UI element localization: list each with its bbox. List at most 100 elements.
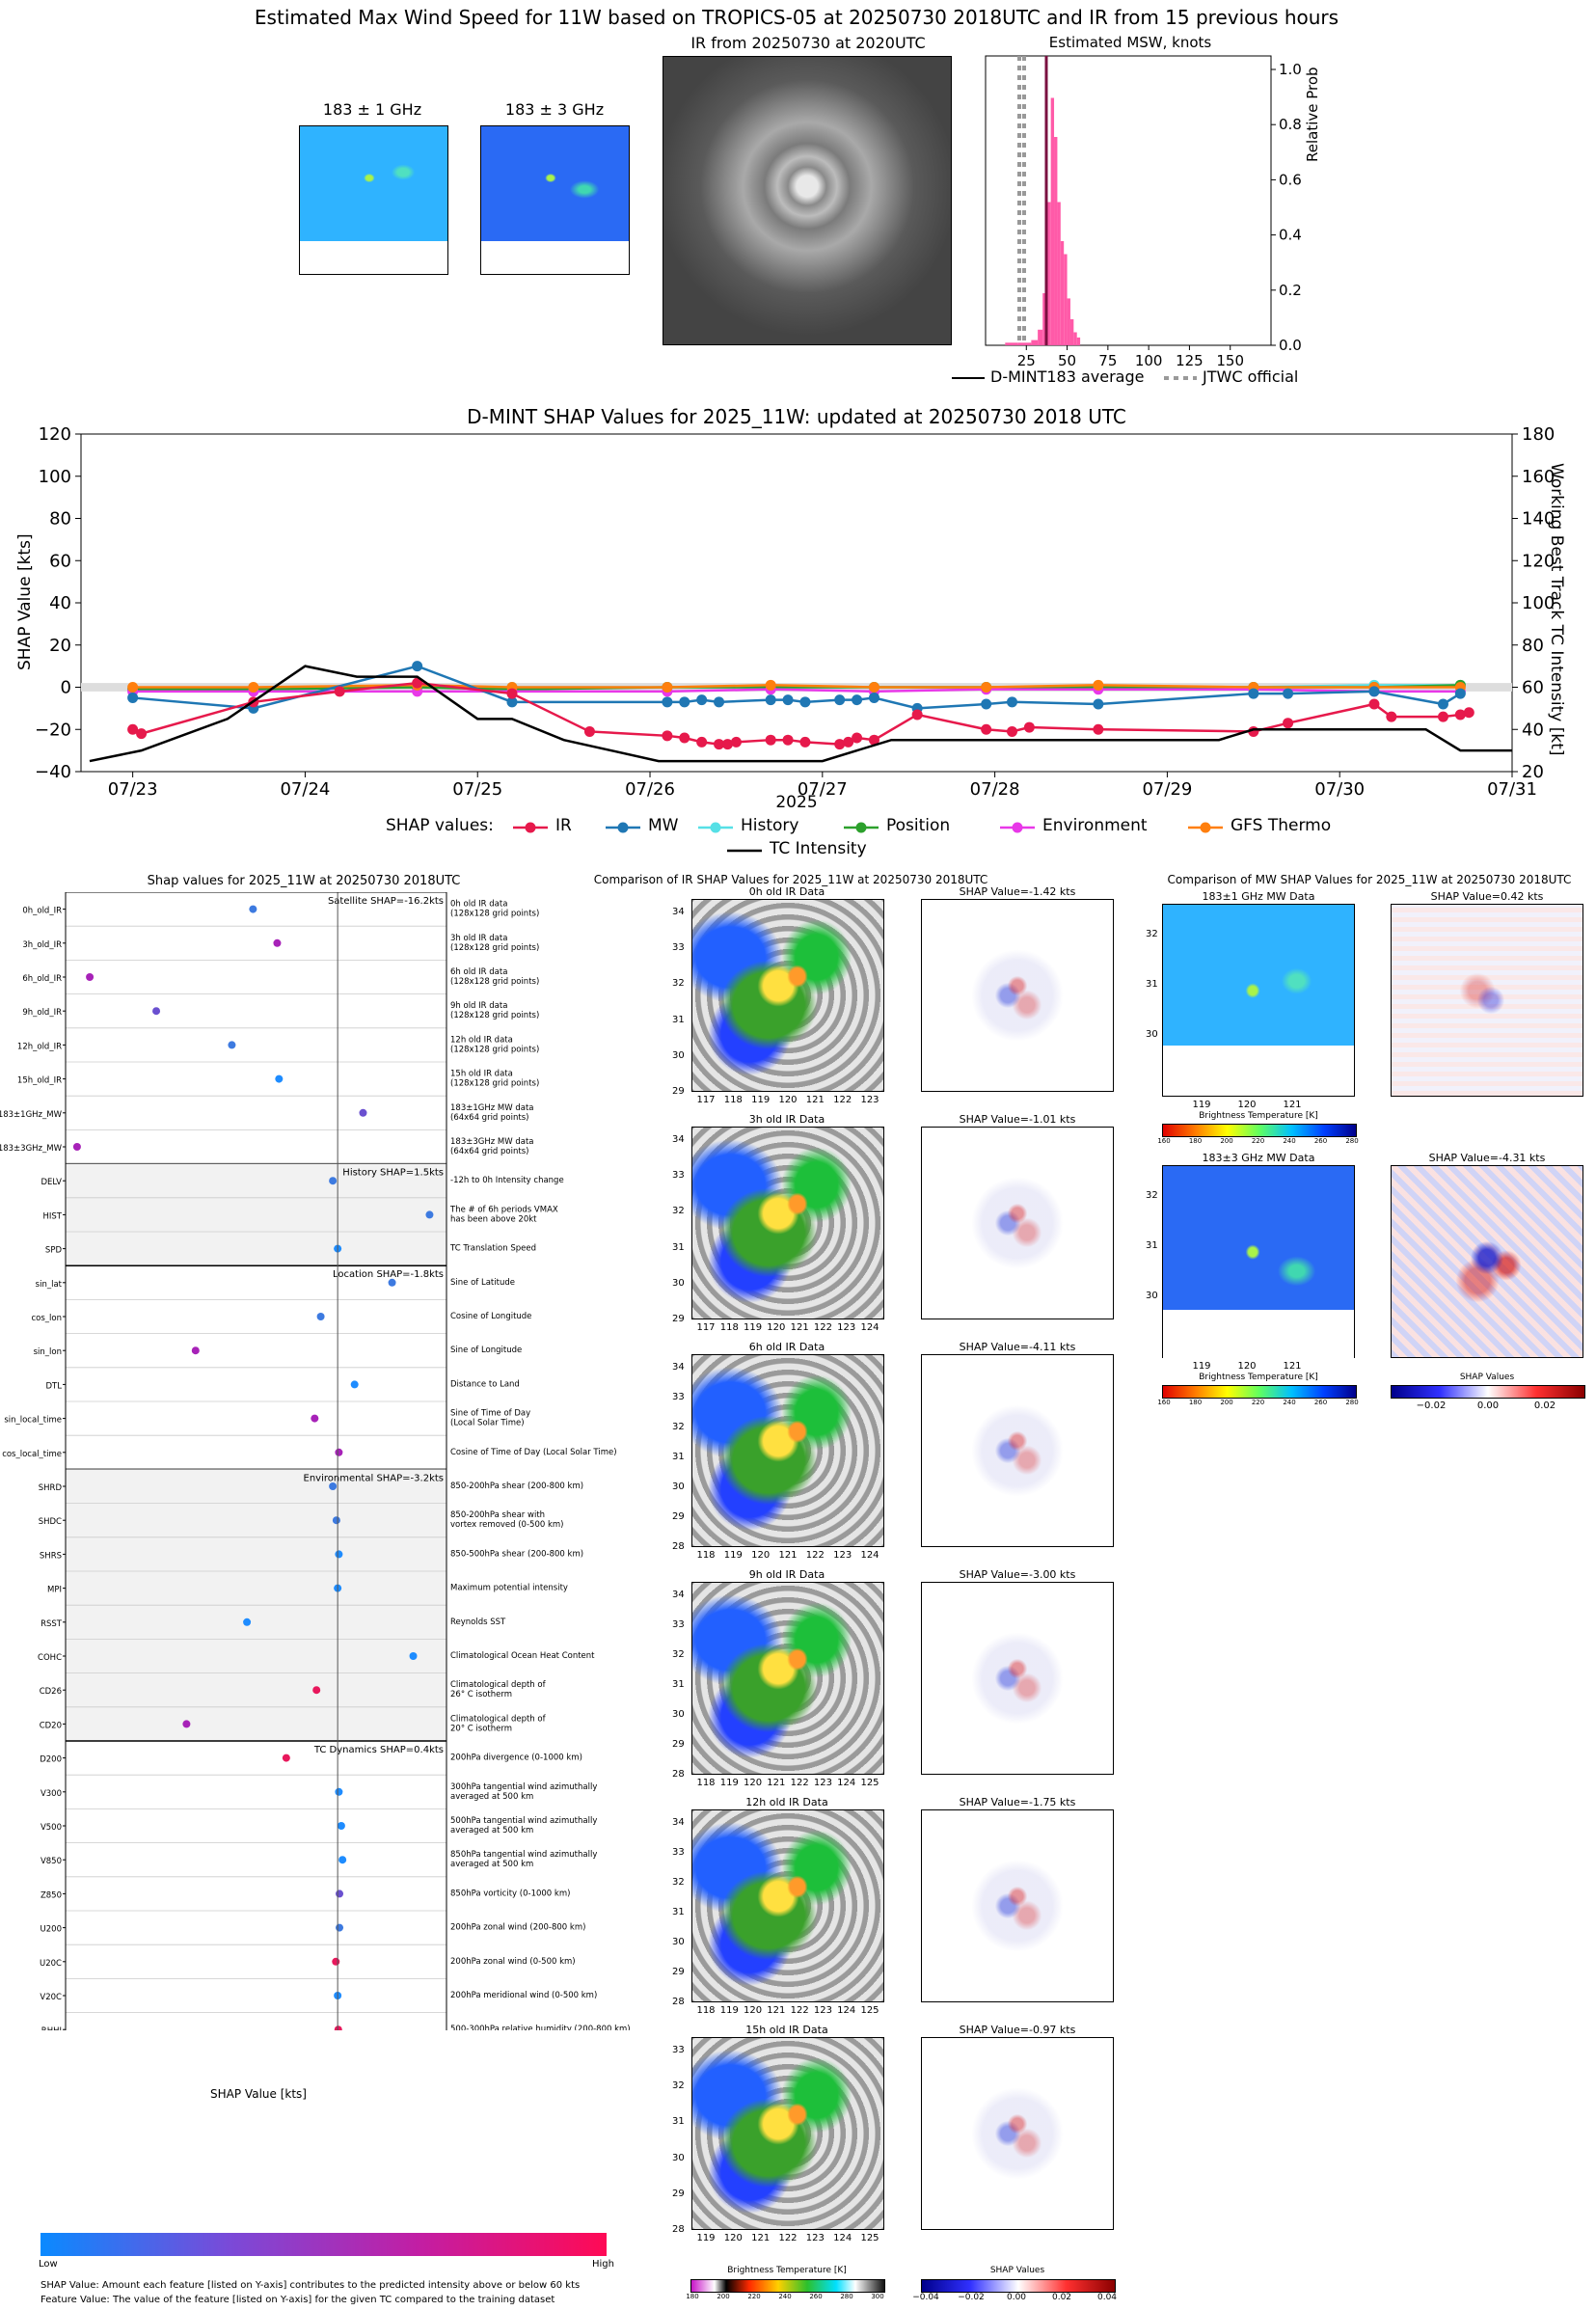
ir-panel-ytick: 29 [672,1511,685,1522]
mw-shap-tick: −0.02 [1416,1400,1447,1411]
ir-panel-ytick: 34 [672,907,685,917]
ir-shap-image [921,1809,1114,2002]
ts-y2label: Working Best Track TC Intensity [kt] [1547,463,1566,756]
feature-frame [65,892,447,2030]
feature-point [228,1041,236,1049]
feature-point [311,1414,319,1423]
ts-y2tick-label: 80 [1522,636,1544,656]
mw-panel-xtick: 119 [1192,1361,1211,1372]
mw-bt-colorbar-1 [1162,1124,1357,1137]
feature-desc: 9h old IR data [450,1001,507,1011]
feature-point [329,1482,338,1490]
ir-panel-xtick: 119 [751,1095,771,1105]
ir-panel-xtick: 124 [837,2005,856,2016]
ir-panel-ytick: 31 [672,1907,685,1917]
feature-desc: (64x64 grid points) [450,1147,528,1156]
series-point-gfs-thermo [765,679,776,691]
msw-ytick-label: 0.0 [1279,337,1302,354]
ir-panel-ytick: 30 [672,2152,685,2163]
mw-panel-xtick: 121 [1283,1100,1302,1110]
feature-desc: 200hPa meridional wind (0-500 km) [450,1991,597,2000]
ir-panel-ytick: 32 [672,1422,685,1432]
legend-label: GFS Thermo [1231,816,1332,835]
ts-xtick-label: 07/30 [1314,779,1365,800]
msw-bar [1057,202,1061,345]
feature-desc: Climatological depth of [450,1714,547,1724]
ir-panel-ytick: 31 [672,1241,685,1253]
feature-label: CD26 [40,1687,62,1697]
feature-label: sin_lon [34,1347,62,1357]
feature-label: 183±1GHz_MW [0,1110,63,1120]
feature-point [388,1278,396,1287]
feature-label: SHDC [39,1517,62,1527]
ir-panel-ytick: 33 [672,1619,685,1630]
ir-panel-ytick: 33 [672,1170,685,1182]
series-point-ir [981,723,992,735]
feature-point [243,1618,252,1626]
feature-desc: -12h to 0h Intensity change [450,1176,564,1185]
msw-xtick-label: 150 [1216,352,1244,369]
feature-desc: (128x128 grid points) [450,1011,539,1020]
ir-title: IR from 20250730 at 2020UTC [690,34,926,52]
ts-y2tick-label: 40 [1522,720,1544,740]
feature-label: RSST [41,1619,63,1629]
ts-ytick-label: −40 [35,762,71,782]
feature-chart-title: Shap values for 2025_11W at 20250730 201… [147,874,461,888]
ts-xtick-label: 07/27 [798,779,848,800]
ir-panel-xtick: 117 [696,1322,716,1333]
feature-desc: (Local Solar Time) [450,1419,525,1428]
ir-panel-xtick: 121 [767,2005,786,2016]
ir-panel-ytick: 33 [672,1392,685,1402]
feature-xlabel: SHAP Value [kts] [210,2087,307,2101]
feature-desc: 15h old IR data [450,1070,513,1079]
feature-desc: 200hPa divergence (0-1000 km) [450,1754,582,1763]
feature-point [152,1007,161,1016]
mw-shap-tick: 0.00 [1476,1400,1500,1411]
series-point-ir [583,725,595,737]
series-point-ir [696,736,708,748]
ir-panel-image [691,1809,884,2002]
group-label: Environmental SHAP=-3.2kts [304,1473,445,1483]
mw-bt-tick: 180 [1188,1399,1203,1406]
series-point-ir [782,734,794,746]
ir-panel-image [691,899,884,1092]
series-point-ir [843,736,854,748]
ir-panel-xtick: 120 [744,2005,763,2016]
ir-panel-ytick: 33 [672,942,685,954]
footnote-feature: Feature Value: The value of the feature … [41,2295,555,2305]
ir-shap-image [921,1127,1114,1319]
feature-desc: 200hPa zonal wind (200-800 km) [450,1923,585,1933]
ir-panel-ytick: 30 [672,1277,685,1289]
ir-panel-xtick: 118 [696,1550,716,1561]
series-point-ir [506,688,518,699]
msw-bar [1073,332,1077,345]
feature-desc: Maximum potential intensity [450,1584,568,1593]
ir-shap-colorbar [921,2279,1116,2293]
footnote-shap: SHAP Value: Amount each feature [listed … [41,2280,581,2291]
ir-panel-ytick: 28 [672,1541,685,1552]
feature-desc: 0h old IR data [450,900,507,910]
colorbar-high-label: High [592,2259,614,2270]
series-point-gfs-thermo [868,682,879,693]
feature-desc: (128x128 grid points) [450,1079,539,1089]
feature-point [425,1210,434,1219]
feature-desc: 26° C isotherm [450,1690,512,1699]
ir-panel-xtick: 124 [860,1322,879,1333]
ir-cbar-tick: 240 [778,2293,792,2300]
mw-bt-tick: 280 [1345,1399,1359,1406]
ir-panel-ytick: 31 [672,1014,685,1025]
ir-panel-ytick: 29 [672,1739,685,1750]
ir-panel-image [691,1354,884,1547]
feature-label: sin_lat [36,1280,63,1290]
series-point-mw [679,696,690,708]
series-point-mw [1437,698,1448,710]
feature-desc: Cosine of Longitude [450,1312,531,1321]
feature-point [191,1346,200,1355]
msw-xtick-label: 100 [1135,352,1163,369]
series-point-mw [714,696,725,708]
legend-label: History [741,816,799,835]
msw-bar [1060,241,1065,345]
group-label: TC Dynamics SHAP=0.4kts [313,1745,444,1755]
ir-cbar-tick: 180 [686,2293,699,2300]
ir-panel-ytick: 30 [672,1482,685,1492]
